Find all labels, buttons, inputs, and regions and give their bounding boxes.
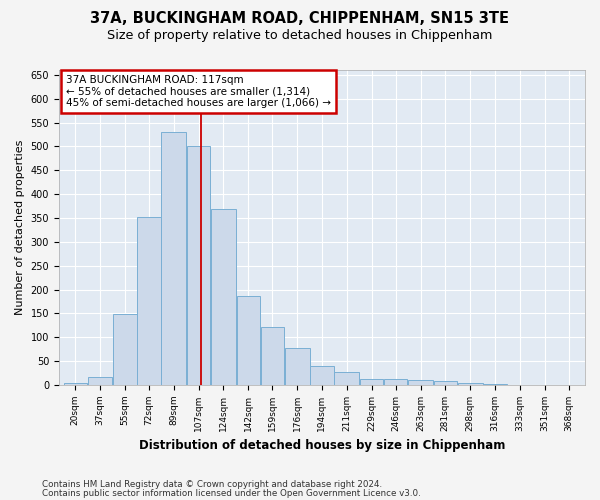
Bar: [161, 132, 186, 385]
Bar: [260, 327, 284, 385]
X-axis label: Distribution of detached houses by size in Chippenham: Distribution of detached houses by size …: [139, 440, 505, 452]
Bar: [434, 382, 457, 385]
Text: 37A, BUCKINGHAM ROAD, CHIPPENHAM, SN15 3TE: 37A, BUCKINGHAM ROAD, CHIPPENHAM, SN15 3…: [91, 11, 509, 26]
Bar: [88, 377, 112, 385]
Text: Contains public sector information licensed under the Open Government Licence v3: Contains public sector information licen…: [42, 489, 421, 498]
Bar: [483, 384, 506, 385]
Bar: [334, 372, 359, 385]
Y-axis label: Number of detached properties: Number of detached properties: [15, 140, 25, 315]
Bar: [360, 380, 383, 385]
Bar: [408, 380, 433, 385]
Bar: [384, 379, 407, 385]
Text: Contains HM Land Registry data © Crown copyright and database right 2024.: Contains HM Land Registry data © Crown c…: [42, 480, 382, 489]
Bar: [113, 314, 137, 385]
Bar: [187, 146, 210, 385]
Bar: [310, 366, 334, 385]
Bar: [64, 382, 87, 385]
Text: Size of property relative to detached houses in Chippenham: Size of property relative to detached ho…: [107, 29, 493, 42]
Bar: [236, 296, 260, 385]
Text: 37A BUCKINGHAM ROAD: 117sqm
← 55% of detached houses are smaller (1,314)
45% of : 37A BUCKINGHAM ROAD: 117sqm ← 55% of det…: [66, 75, 331, 108]
Bar: [285, 348, 310, 385]
Bar: [211, 210, 236, 385]
Bar: [137, 217, 161, 385]
Bar: [458, 382, 482, 385]
